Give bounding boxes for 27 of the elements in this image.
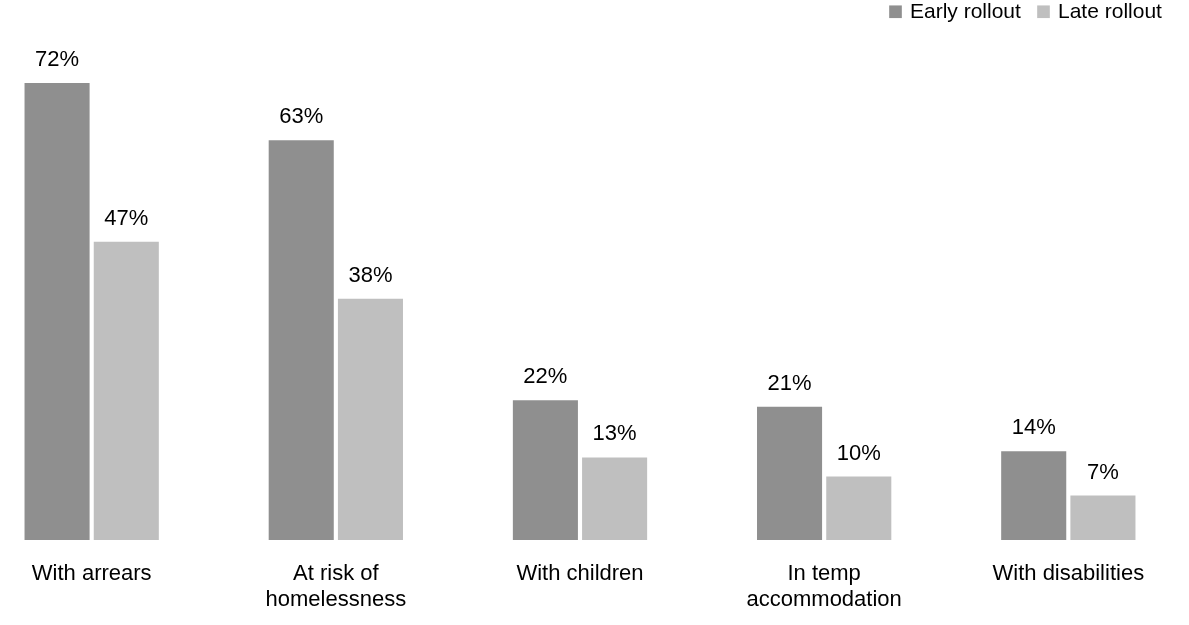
legend-label: Early rollout (910, 0, 1022, 22)
bar (1070, 495, 1136, 540)
x-tick-label: In temp accommodation (746, 559, 902, 611)
data-label: 63% (279, 103, 324, 129)
data-label: 10% (836, 439, 881, 465)
bar (826, 476, 892, 540)
x-tick-label: At risk of homelessness (265, 559, 407, 611)
legend-label: Late rollout (1058, 0, 1163, 22)
bar (268, 140, 334, 540)
x-tick-label: With arrears (31, 559, 152, 585)
data-label: 22% (523, 363, 568, 389)
data-label: 38% (348, 261, 393, 287)
data-label: 21% (767, 369, 812, 395)
bar (512, 400, 578, 540)
bar (24, 83, 90, 540)
data-label: 47% (104, 204, 149, 230)
bar (757, 406, 823, 540)
x-tick-label: With children (516, 559, 644, 585)
data-label: 72% (35, 46, 80, 71)
bar (93, 241, 159, 540)
bar (1001, 451, 1067, 540)
x-tick-label: With disabilities (992, 559, 1145, 585)
data-label: 14% (1011, 414, 1056, 440)
data-label: 13% (592, 420, 637, 446)
bar (337, 298, 403, 540)
bar (582, 457, 648, 540)
data-label: 7% (1087, 458, 1119, 484)
